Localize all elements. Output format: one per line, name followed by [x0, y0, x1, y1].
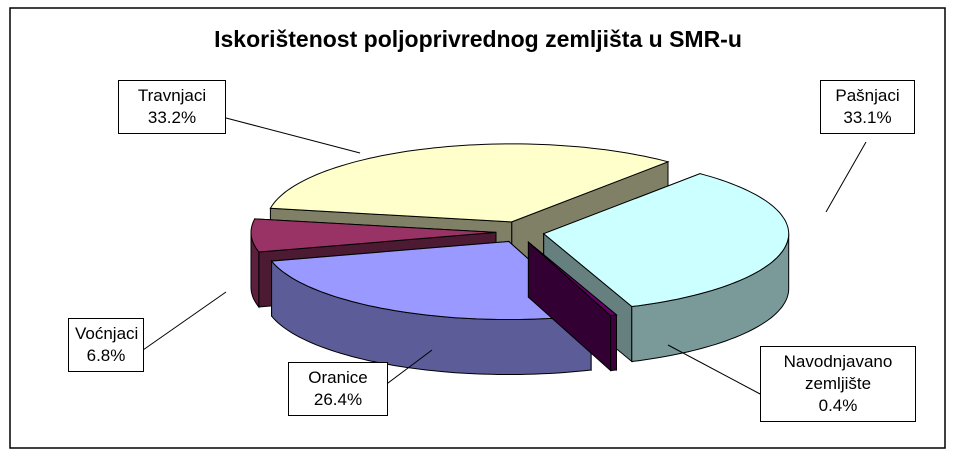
data-label: Voćnjaci 6.8% — [68, 318, 144, 372]
slice-side — [610, 314, 617, 372]
slice — [527, 240, 618, 372]
leader-line — [225, 117, 361, 154]
leader-line — [825, 141, 867, 213]
value-label: 33.1% — [843, 108, 892, 127]
slice-top — [269, 143, 670, 223]
category-label: Pašnjaci — [835, 86, 900, 105]
leader-lines — [142, 117, 867, 396]
value-label: 26.4% — [313, 390, 363, 409]
slice-top — [528, 241, 618, 317]
data-label: Oranice 26.4% — [288, 362, 388, 416]
data-label: Pašnjaci 33.1% — [820, 80, 915, 134]
category-label: Navodnjavano zemljište — [783, 352, 893, 393]
leader-line — [667, 344, 763, 396]
value-label: 0.4% — [818, 396, 858, 415]
pie — [250, 143, 790, 375]
slice-top — [250, 218, 497, 253]
data-label: Travnjaci 33.2% — [118, 80, 226, 134]
value-label: 33.2% — [147, 108, 197, 127]
value-label: 6.8% — [86, 346, 126, 365]
slice-top — [542, 173, 790, 308]
chart-title: Iskorištenost poljoprivrednog zemljišta … — [214, 26, 742, 52]
category-label: Voćnjaci — [75, 324, 139, 343]
category-label: Travnjaci — [137, 86, 207, 105]
leader-line — [142, 291, 227, 351]
slice-top — [270, 240, 593, 320]
category-label: Oranice — [308, 368, 368, 387]
data-label: Navodnjavano zemljište 0.4% — [760, 346, 916, 422]
